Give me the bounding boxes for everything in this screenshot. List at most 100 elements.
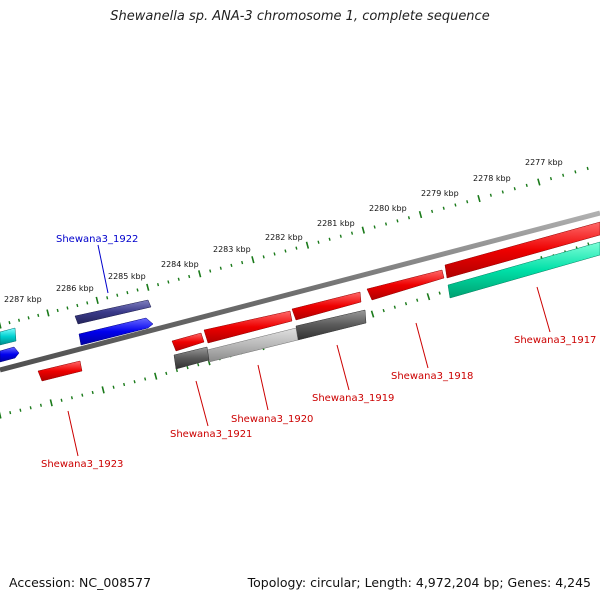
gene-cyan-edge[interactable] [0, 327, 17, 346]
ruler-major-tick [46, 309, 50, 317]
ruler-major-tick [418, 210, 423, 219]
ruler-minor-tick [167, 280, 170, 284]
ruler-minor-tick [126, 290, 129, 295]
ruler-minor-tick [396, 219, 399, 223]
ruler-minor-tick [393, 305, 396, 309]
tick-label-2283: 2283 kbp [213, 245, 251, 254]
ruler-minor-tick [39, 403, 42, 407]
ruler-minor-tick [8, 321, 11, 325]
ruler-minor-tick [70, 396, 73, 400]
ruler-minor-tick [133, 380, 136, 384]
gene-1921-red[interactable] [171, 332, 205, 352]
ruler-minor-tick [230, 263, 233, 268]
ruler-minor-tick [317, 240, 320, 244]
ruler-minor-tick [175, 368, 178, 373]
ruler-minor-tick [186, 366, 189, 370]
ruler-major-tick [477, 194, 481, 203]
ruler-minor-tick [549, 177, 553, 181]
gene-label-1917[interactable]: Shewana3_1917 [514, 335, 596, 346]
ruler-major-tick [198, 270, 202, 278]
ruler-minor-tick [586, 166, 589, 171]
ruler-minor-tick [466, 200, 469, 204]
map-title: Shewanella sp. ANA-3 chromosome 1, compl… [110, 9, 490, 24]
gene-1917-teal[interactable] [447, 241, 600, 299]
ruler-minor-tick [219, 266, 222, 270]
label-leaders [67, 244, 551, 457]
ruler-minor-tick [273, 252, 276, 256]
ruler-labels: 2277 kbp 2278 kbp 2279 kbp 2280 kbp 2281… [4, 158, 563, 304]
ruler-minor-tick [489, 193, 492, 197]
gene-label-1923[interactable]: Shewana3_1923 [41, 459, 123, 470]
gene-1920-red[interactable] [203, 310, 293, 344]
ruler-minor-tick [284, 249, 287, 253]
tick-label-2284: 2284 kbp [161, 260, 199, 269]
ruler-minor-tick [241, 260, 244, 265]
ruler-minor-tick [574, 170, 577, 174]
ruler-major-tick [49, 399, 53, 407]
tick-label-2279: 2279 kbp [421, 189, 459, 198]
gene-1922-navy[interactable] [74, 299, 152, 325]
ruler-minor-tick [116, 293, 119, 297]
ruler-minor-tick [17, 318, 21, 322]
ruler-minor-tick [328, 237, 331, 241]
chromosome-backbone [0, 210, 600, 373]
ruler-minor-tick [19, 408, 22, 412]
ruler-major-tick [305, 241, 310, 249]
tick-label-2281: 2281 kbp [317, 219, 355, 228]
ruler-minor-tick [81, 393, 84, 397]
gene-label-1922[interactable]: Shewana3_1922 [56, 234, 138, 245]
ruler-minor-tick [177, 277, 180, 281]
forward-genes [0, 221, 600, 382]
gene-1919-red[interactable] [291, 291, 362, 321]
gene-label-1919[interactable]: Shewana3_1919 [312, 393, 394, 404]
gene-label-1921[interactable]: Shewana3_1921 [170, 429, 252, 440]
tick-label-2286: 2286 kbp [56, 284, 94, 293]
gene-1917-red[interactable] [444, 221, 600, 279]
accession-text: Accession: NC_008577 [9, 575, 152, 590]
tick-label-2280: 2280 kbp [369, 204, 407, 213]
ruler-minor-tick [454, 203, 457, 207]
ruler-minor-tick [86, 301, 89, 305]
ruler-major-tick [251, 256, 255, 264]
ruler-minor-tick [442, 206, 445, 210]
ruler-major-tick [146, 283, 150, 291]
ruler-minor-tick [188, 274, 191, 279]
gene-blue-edge[interactable] [0, 346, 20, 363]
ruler-minor-tick [66, 306, 69, 310]
ruler-major-tick [426, 293, 431, 301]
ruler-minor-tick [60, 398, 63, 402]
ruler-minor-tick [404, 302, 408, 306]
ruler-minor-tick [9, 411, 12, 415]
ruler-major-tick [101, 386, 105, 394]
gene-labels: Shewana3_1922 Shewana3_1917 Shewana3_191… [41, 234, 596, 470]
ruler-minor-tick [382, 308, 385, 313]
ruler-major-tick [95, 296, 99, 304]
gene-1918[interactable] [366, 269, 445, 301]
ruler-major-tick [537, 178, 541, 186]
ruler-minor-tick [262, 255, 265, 259]
ruler-major-tick [0, 321, 2, 329]
ruler-minor-tick [91, 390, 94, 395]
ruler-minor-tick [295, 246, 298, 250]
ruler-minor-tick [384, 222, 388, 226]
ruler-minor-tick [136, 288, 139, 292]
ruler-major-tick [361, 226, 365, 234]
ruler-minor-tick [350, 231, 354, 235]
ruler-minor-tick [123, 382, 126, 387]
gene-1922-blue[interactable] [78, 317, 154, 346]
ruler-minor-tick [106, 296, 109, 300]
ruler-minor-tick [76, 303, 79, 308]
ruler-minor-tick [112, 385, 115, 389]
ruler-minor-tick [562, 173, 565, 177]
ruler-minor-tick [339, 234, 342, 238]
tick-label-2287: 2287 kbp [4, 295, 42, 304]
gene-label-1918[interactable]: Shewana3_1918 [391, 371, 473, 382]
ruler-minor-tick [525, 183, 528, 188]
gene-label-1920[interactable]: Shewana3_1920 [231, 414, 313, 425]
tick-label-2285: 2285 kbp [108, 272, 146, 281]
gene-1923[interactable] [37, 360, 83, 382]
ruler-minor-tick [513, 187, 516, 191]
gene-1921-dark[interactable] [173, 346, 210, 370]
ruler-minor-tick [209, 269, 212, 273]
